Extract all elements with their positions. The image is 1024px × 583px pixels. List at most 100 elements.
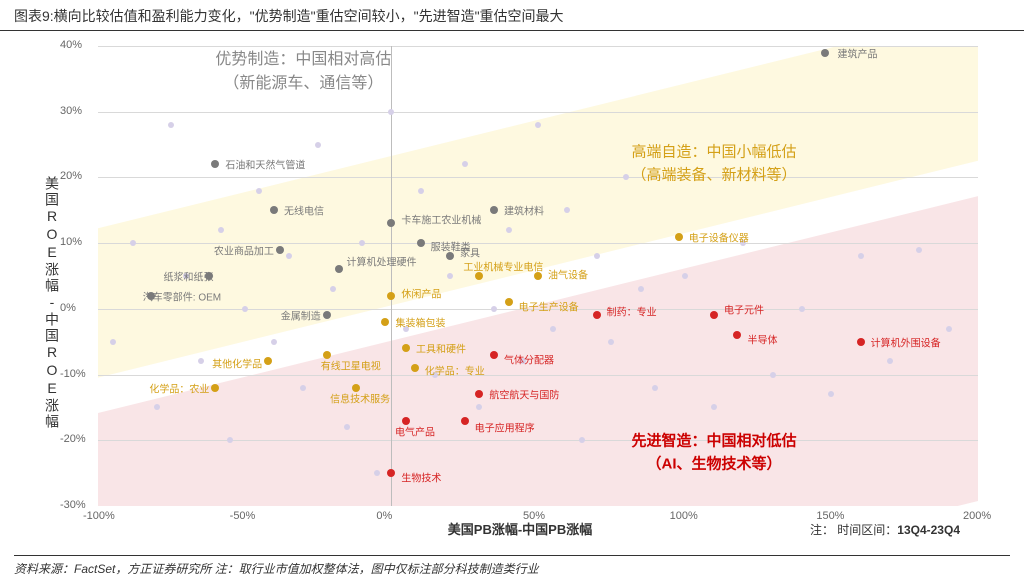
faded-point [374, 470, 380, 476]
point-label: 电子应用程序 [475, 419, 535, 434]
scatter-point [387, 219, 395, 227]
gridline-y [98, 375, 978, 376]
tick-x: 0% [376, 510, 392, 522]
tick-y: 10% [60, 236, 82, 248]
faded-point [315, 142, 321, 148]
faded-point [550, 326, 556, 332]
point-label: 电子元件 [724, 302, 764, 317]
scatter-point [461, 417, 469, 425]
faded-point [770, 372, 776, 378]
point-label: 油气设备 [548, 267, 588, 282]
point-label: 航空航天与国防 [489, 387, 559, 402]
point-label: 石油和天然气管道 [225, 157, 305, 172]
point-label: 无线电信 [284, 203, 324, 218]
scatter-point [710, 311, 718, 319]
point-label: 生物技术 [401, 470, 441, 485]
source-footnote: 资料来源：FactSet，方正证券研究所 注：取行业市值加权整体法，图中仅标注部… [14, 555, 1010, 577]
tick-y: 0% [60, 302, 76, 314]
scatter-point [490, 351, 498, 359]
tick-x: 100% [670, 510, 698, 522]
tick-y: 20% [60, 170, 82, 182]
faded-point [594, 253, 600, 259]
point-label: 电子生产设备 [519, 299, 579, 314]
faded-point [198, 358, 204, 364]
faded-point [476, 404, 482, 410]
note-prefix: 注： 时间区间： [810, 523, 897, 537]
faded-point [242, 306, 248, 312]
faded-point [344, 424, 350, 430]
point-label: 计算机处理硬件 [347, 254, 417, 269]
tick-x: -100% [83, 510, 115, 522]
faded-point [447, 273, 453, 279]
point-label: 休闲产品 [401, 285, 441, 300]
faded-point [110, 339, 116, 345]
x-axis-label: 美国PB涨幅-中国PB涨幅 [448, 519, 592, 538]
region-label: 高端自造：中国小幅低估（高端装备、新材料等） [631, 142, 796, 187]
scatter-point [402, 344, 410, 352]
faded-point [256, 188, 262, 194]
tick-x: 200% [963, 510, 991, 522]
faded-point [887, 358, 893, 364]
faded-point [828, 391, 834, 397]
point-label: 金属制造 [281, 308, 321, 323]
scatter-point [276, 246, 284, 254]
tick-y: 40% [60, 39, 82, 51]
faded-point [462, 161, 468, 167]
tick-y: -20% [60, 433, 86, 445]
point-label: 电气产品 [395, 423, 435, 438]
faded-point [623, 174, 629, 180]
scatter-point [490, 206, 498, 214]
scatter-point [323, 311, 331, 319]
faded-point [946, 326, 952, 332]
point-label: 气体分配器 [504, 351, 554, 366]
faded-point [564, 207, 570, 213]
faded-point [799, 306, 805, 312]
region-label: 优势制造：中国相对高估（新能源车、通信等） [215, 48, 391, 96]
point-label: 工业机械专业电信 [463, 259, 543, 274]
faded-point [227, 437, 233, 443]
scatter-point [857, 338, 865, 346]
scatter-point [411, 364, 419, 372]
faded-point [638, 286, 644, 292]
chart-container: 美国ROE涨幅-中国ROE涨幅 -30%-20%-10%0%10%20%30%4… [40, 36, 1000, 542]
scatter-point [381, 318, 389, 326]
tick-y: 30% [60, 105, 82, 117]
faded-point [271, 339, 277, 345]
point-label: 建筑产品 [837, 45, 877, 60]
plot-area: -30%-20%-10%0%10%20%30%40%-100%-50%0%50%… [98, 46, 978, 506]
point-label: 电子设备仪器 [689, 229, 749, 244]
scatter-point [593, 311, 601, 319]
scatter-point [264, 357, 272, 365]
faded-point [130, 240, 136, 246]
scatter-point [475, 390, 483, 398]
faded-point [535, 122, 541, 128]
gridline-y [98, 112, 978, 113]
point-label: 信息技术服务 [330, 390, 390, 405]
scatter-point [675, 233, 683, 241]
scatter-point [335, 265, 343, 273]
faded-point [652, 385, 658, 391]
faded-point [858, 253, 864, 259]
point-label: 工具和硬件 [416, 341, 466, 356]
faded-point [154, 404, 160, 410]
point-label: 化学品：农业 [149, 380, 209, 395]
faded-point [330, 286, 336, 292]
scatter-point [211, 384, 219, 392]
faded-point [711, 404, 717, 410]
scatter-point [821, 49, 829, 57]
faded-point [491, 306, 497, 312]
tick-y: -30% [60, 499, 86, 511]
point-label: 其他化学品 [212, 356, 262, 371]
faded-point [359, 240, 365, 246]
point-label: 集装箱包装 [395, 315, 445, 330]
faded-point [916, 247, 922, 253]
faded-point [218, 227, 224, 233]
region-label: 先进智造：中国相对低估（AI、生物技术等） [631, 431, 796, 476]
faded-point [300, 385, 306, 391]
faded-point [608, 339, 614, 345]
scatter-point [733, 331, 741, 339]
scatter-point [270, 206, 278, 214]
faded-point [579, 437, 585, 443]
point-label: 有线卫星电视 [321, 357, 381, 372]
gridline-x0 [391, 46, 392, 506]
